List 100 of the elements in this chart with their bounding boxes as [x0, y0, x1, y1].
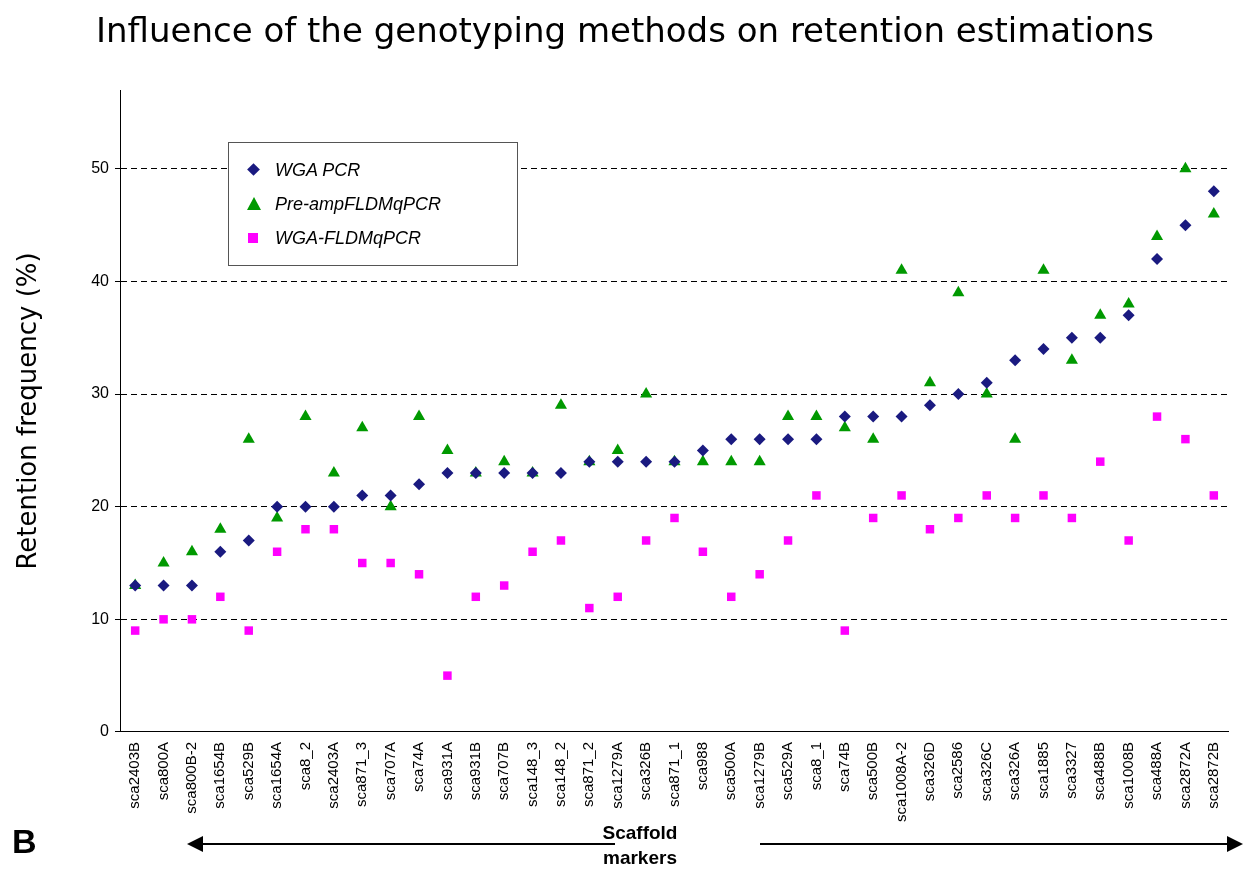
point — [1009, 432, 1022, 443]
point — [585, 603, 594, 613]
x-tick-label: sca74B — [834, 741, 852, 792]
legend-label: WGA PCR — [275, 159, 361, 181]
point — [641, 536, 651, 545]
point — [1207, 185, 1220, 198]
point — [299, 409, 312, 421]
point — [1209, 491, 1219, 500]
y-tick-label: 0 — [100, 722, 110, 740]
point — [159, 615, 168, 624]
point — [1181, 434, 1190, 444]
point — [782, 433, 795, 446]
point — [1150, 229, 1164, 240]
x-tick-label: sca2403B — [125, 741, 143, 809]
x-tick-label: sca1654B — [210, 741, 228, 809]
point — [696, 454, 709, 466]
point — [810, 409, 823, 421]
x-tick-label: sca1279B — [749, 741, 767, 809]
point — [897, 491, 906, 500]
point — [867, 432, 880, 443]
point — [810, 433, 823, 446]
point — [242, 534, 255, 547]
point — [696, 444, 709, 457]
point — [1039, 491, 1048, 500]
point — [556, 536, 566, 545]
point — [895, 263, 908, 274]
x-tick-label: sca2586 — [948, 741, 966, 799]
point — [895, 410, 908, 423]
x-tick-label: sca1885 — [1033, 741, 1051, 799]
x-tick-label: sca148_3 — [522, 741, 540, 808]
point — [187, 615, 197, 624]
y-axis-title: Retention frequency (%) — [12, 252, 43, 570]
point — [443, 671, 452, 680]
point — [130, 626, 140, 635]
point — [781, 409, 795, 421]
point — [838, 410, 851, 423]
point — [725, 433, 738, 446]
point — [923, 375, 937, 387]
y-tick-label: 10 — [91, 609, 110, 627]
x-tick-label: sca707A — [380, 741, 398, 801]
x-tick-label: sca800A — [153, 741, 171, 801]
x-tick-label: sca500A — [721, 741, 739, 801]
point — [613, 592, 622, 602]
x-tick-label: sca871_2 — [579, 741, 597, 808]
point — [812, 491, 821, 500]
point — [498, 466, 511, 479]
x-tick-label: sca1008A-2 — [891, 741, 909, 823]
y-tick-label: 40 — [91, 271, 110, 289]
point — [725, 454, 738, 466]
point — [1124, 536, 1133, 545]
x-tick-label: sca326D — [920, 741, 938, 802]
point — [1179, 219, 1192, 232]
point — [528, 547, 537, 556]
point — [1009, 354, 1022, 367]
x-tick-label: sca326A — [1005, 741, 1023, 801]
point — [980, 387, 993, 398]
point — [783, 536, 793, 545]
point — [271, 500, 284, 513]
point — [157, 556, 170, 567]
point — [980, 376, 993, 389]
x-tick-label: sca2872A — [1175, 741, 1193, 809]
point — [1065, 331, 1078, 344]
point — [1037, 263, 1050, 274]
point — [441, 466, 454, 479]
y-tick-label: 20 — [91, 497, 110, 515]
legend-label: Pre-ampFLDMqPCR — [275, 193, 442, 215]
point — [727, 592, 736, 602]
point — [954, 513, 963, 523]
y-tick-label: 50 — [91, 159, 110, 177]
point — [1065, 353, 1078, 364]
x-tick-label: sca488A — [1147, 741, 1165, 801]
x-tick-label: sca871_1 — [664, 741, 682, 808]
point — [554, 398, 568, 409]
x-tick-label: sca529A — [778, 741, 796, 801]
x-tick-label: sca871_3 — [352, 741, 370, 808]
x-tick-label: sca3327 — [1062, 741, 1080, 799]
point — [840, 626, 850, 635]
point — [384, 489, 397, 502]
point — [356, 489, 369, 502]
x-tick-label: sca1008B — [1118, 741, 1136, 809]
point — [216, 592, 225, 602]
point — [952, 285, 965, 297]
point — [867, 410, 880, 423]
point — [384, 499, 397, 511]
point — [301, 524, 310, 534]
y-tick-label: 30 — [91, 384, 110, 402]
point — [414, 570, 424, 579]
x-tick-label: sca326C — [976, 741, 994, 802]
point — [299, 500, 312, 513]
point — [214, 522, 227, 533]
point — [670, 513, 679, 523]
point — [1037, 343, 1050, 356]
point — [214, 545, 227, 558]
point — [838, 420, 851, 432]
point — [1094, 308, 1107, 319]
point — [755, 570, 764, 579]
x-tick-label: sca488B — [1090, 741, 1108, 801]
point — [1122, 309, 1135, 322]
point — [554, 466, 567, 479]
point — [640, 387, 653, 398]
